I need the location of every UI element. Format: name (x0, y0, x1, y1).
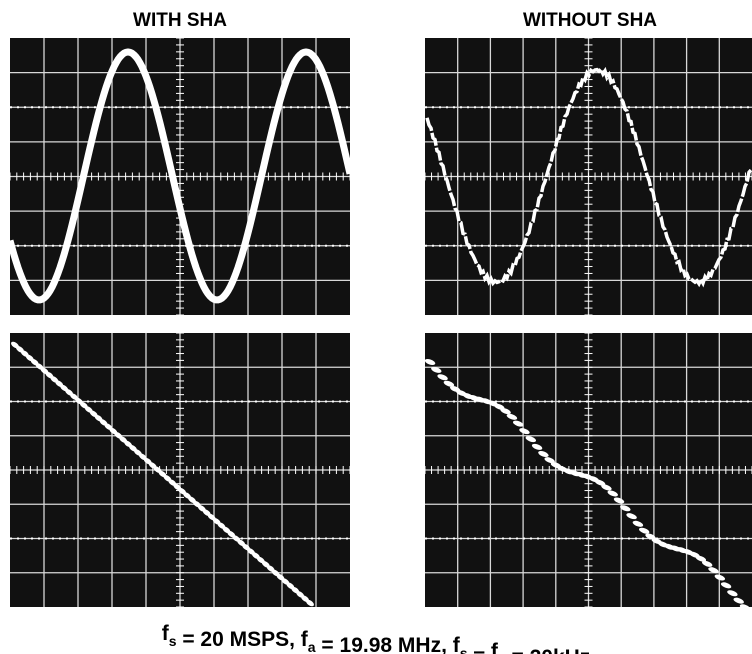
trace-dot (531, 443, 543, 450)
trace-dot (601, 484, 612, 491)
caption-text: – f (468, 640, 499, 654)
caption-text: = 19.98 MHz, f (316, 634, 461, 654)
trace-dot (701, 560, 713, 567)
trace-dot (638, 527, 650, 534)
trace-dot (733, 597, 744, 604)
trace-dot (306, 599, 314, 607)
trace-dot (424, 358, 436, 366)
caption-subscript: a (498, 651, 506, 654)
trace-dot (727, 590, 738, 597)
trace-dot (708, 567, 719, 574)
trace-dot (720, 582, 732, 589)
caption-text: = 20 MSPS, f (176, 628, 308, 651)
trace-dot (544, 457, 555, 464)
trace-dot (525, 436, 537, 443)
trace-dot (739, 604, 751, 611)
trace-dot (632, 520, 644, 527)
trace-dot (519, 428, 530, 435)
caption-subscript: s (460, 645, 468, 654)
trace-dot (437, 374, 448, 381)
caption-subscript: s (169, 633, 177, 649)
panel-title: WITHOUT SHA (523, 10, 657, 31)
trace-dot (645, 533, 656, 540)
trace-dot (620, 505, 631, 512)
trace-dot (594, 479, 606, 486)
trace-dot (613, 497, 625, 504)
caption: fs = 20 MSPS, fa = 19.98 MHz, fs – fa = … (162, 622, 591, 654)
trace-dot (538, 451, 549, 458)
trace-dot (506, 413, 518, 420)
panel-title: WITH SHA (133, 10, 227, 31)
caption-subscript: a (308, 639, 316, 654)
trace-dot (443, 380, 455, 387)
trace-dot (500, 408, 511, 415)
trace-dot (695, 555, 707, 562)
trace-dot (431, 366, 442, 373)
trace-dot (626, 513, 637, 520)
trace-dot (607, 490, 618, 497)
caption-text: f (162, 622, 170, 645)
caption-text: = 20kHz (506, 646, 591, 654)
trace-dot (512, 420, 524, 427)
trace-dot (714, 574, 726, 581)
trace (425, 66, 752, 288)
trace (6, 48, 354, 304)
